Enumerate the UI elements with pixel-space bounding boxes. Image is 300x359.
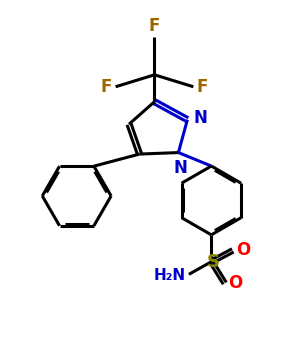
Text: F: F <box>100 78 112 96</box>
Text: O: O <box>236 241 251 260</box>
Text: F: F <box>197 78 208 96</box>
Text: N: N <box>174 159 188 177</box>
Text: N: N <box>194 109 207 127</box>
Text: S: S <box>207 253 220 271</box>
Text: F: F <box>149 17 160 35</box>
Text: O: O <box>228 274 243 292</box>
Text: H₂N: H₂N <box>154 268 186 283</box>
